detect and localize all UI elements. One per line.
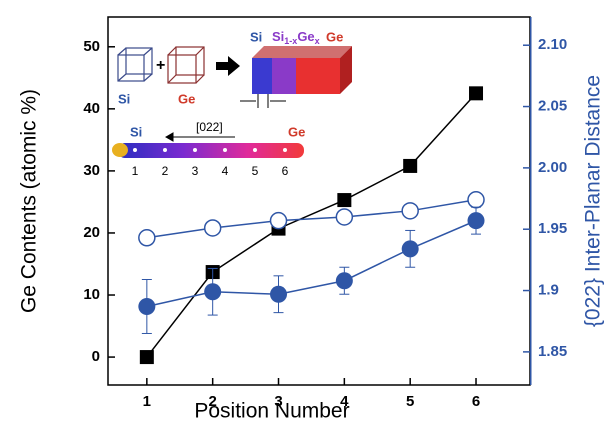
alloy-label: Si1-xGex bbox=[272, 29, 320, 46]
direction-label: [022] bbox=[196, 120, 223, 134]
bar-dot bbox=[133, 148, 137, 152]
y-tick-label: 30 bbox=[83, 162, 100, 179]
marker bbox=[205, 220, 221, 236]
y-tick-label: 40 bbox=[83, 100, 100, 117]
x-tick-label: 4 bbox=[340, 393, 349, 410]
alloy-part: Ge bbox=[297, 29, 314, 44]
direction-arrow bbox=[166, 133, 235, 141]
bar-point-label: 1 bbox=[132, 164, 139, 178]
block-label: Si bbox=[250, 29, 262, 44]
y2-tick-label: 1.85 bbox=[538, 343, 567, 360]
marker bbox=[468, 212, 485, 229]
y2-tick-label: 2.10 bbox=[538, 36, 567, 53]
bar-point-label: 2 bbox=[162, 164, 169, 178]
tip bbox=[112, 143, 128, 157]
bar-end-label: Si bbox=[130, 124, 142, 139]
bar-point-label: 4 bbox=[222, 164, 229, 178]
x-tick-label: 3 bbox=[274, 393, 282, 410]
block-si bbox=[252, 58, 272, 94]
marker bbox=[337, 193, 351, 207]
bar-point-label: 3 bbox=[192, 164, 199, 178]
ge-cube bbox=[168, 47, 204, 83]
y-tick-label: 50 bbox=[83, 38, 100, 55]
series-line bbox=[147, 200, 476, 238]
marker bbox=[138, 298, 155, 315]
marker bbox=[469, 86, 483, 100]
plus-sign: + bbox=[156, 57, 165, 74]
marker bbox=[402, 203, 418, 219]
marker bbox=[468, 192, 484, 208]
marker bbox=[271, 213, 287, 229]
marker bbox=[204, 283, 221, 300]
block-top bbox=[252, 46, 352, 58]
bar-point-label: 5 bbox=[252, 164, 259, 178]
cube-label: Si bbox=[118, 91, 130, 106]
gradient-bar bbox=[118, 143, 304, 158]
x-tick-label: 2 bbox=[209, 393, 217, 410]
bar-dot bbox=[223, 148, 227, 152]
x-tick-label: 5 bbox=[406, 393, 414, 410]
y2-tick-label: 1.95 bbox=[538, 220, 567, 237]
alloy-part: Si bbox=[272, 29, 284, 44]
marker bbox=[403, 159, 417, 173]
bar-point-label: 6 bbox=[282, 164, 289, 178]
bar-dot bbox=[283, 148, 287, 152]
marker bbox=[336, 272, 353, 289]
x-tick-label: 6 bbox=[472, 393, 480, 410]
bar-dot bbox=[193, 148, 197, 152]
alloy-part: x bbox=[315, 36, 320, 46]
y-tick-label: 0 bbox=[92, 348, 100, 365]
bar-end-label: Ge bbox=[288, 124, 305, 139]
marker bbox=[402, 240, 419, 257]
bar-dot bbox=[253, 148, 257, 152]
y-axis-label: Ge Contents (atomic %) bbox=[18, 89, 41, 313]
y2-tick-label: 2.00 bbox=[538, 159, 567, 176]
block-label: Ge bbox=[326, 29, 343, 44]
x-tick-label: 1 bbox=[143, 393, 151, 410]
right-axis-line bbox=[530, 17, 532, 385]
width-marker bbox=[240, 94, 286, 108]
marker bbox=[270, 286, 287, 303]
block-alloy bbox=[272, 58, 296, 94]
cube-label: Ge bbox=[178, 91, 195, 106]
si-cube bbox=[118, 48, 152, 81]
arrow bbox=[216, 56, 240, 76]
y-tick-label: 10 bbox=[83, 286, 100, 303]
block-ge bbox=[296, 58, 340, 94]
y2-axis-label: {022} Inter-Planar Distance bbox=[582, 75, 605, 327]
y2-tick-label: 1.9 bbox=[538, 282, 559, 299]
alloy-part: 1-x bbox=[284, 36, 297, 46]
x-axis-label: Position Number bbox=[194, 400, 349, 423]
y-tick-label: 20 bbox=[83, 224, 100, 241]
marker bbox=[139, 230, 155, 246]
chart: Position Number Ge Contents (atomic %) {… bbox=[0, 0, 613, 426]
marker bbox=[140, 350, 154, 364]
bar-dot bbox=[163, 148, 167, 152]
marker bbox=[336, 209, 352, 225]
y2-tick-label: 2.05 bbox=[538, 98, 567, 115]
